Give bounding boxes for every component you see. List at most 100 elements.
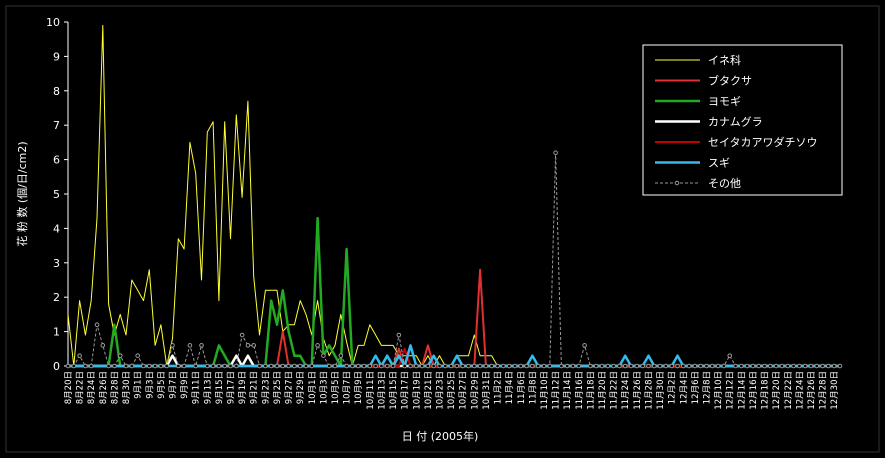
series-marker [727, 353, 733, 358]
series-marker [350, 363, 355, 369]
series-marker [274, 363, 280, 369]
y-tick-label: 4 [53, 222, 60, 235]
series-marker [245, 343, 251, 348]
x-tick-label: 10月17日 [401, 371, 411, 410]
series-marker [675, 363, 680, 369]
series-marker [518, 363, 524, 369]
x-tick-label: 12月20日 [772, 371, 782, 410]
x-tick-label: 8月22日 [76, 371, 86, 404]
x-tick-label: 10月15日 [389, 371, 399, 410]
x-tick-label: 8月20日 [64, 371, 74, 404]
series-marker [437, 363, 442, 369]
series-marker [361, 363, 367, 369]
series-marker [802, 363, 808, 369]
series-marker [826, 363, 831, 369]
series-marker [193, 363, 198, 369]
series-marker [100, 343, 106, 348]
x-tick-label: 11月14日 [563, 371, 573, 410]
series-marker [263, 363, 268, 369]
legend-label: スギ [708, 157, 730, 170]
x-tick-label: 12月22日 [784, 371, 794, 410]
legend-label: カナムグラ [708, 115, 763, 129]
y-tick-label: 0 [53, 360, 60, 373]
series-marker [698, 363, 703, 369]
series-marker [797, 363, 802, 369]
series-marker [779, 363, 785, 369]
series-marker [181, 363, 187, 369]
x-tick-label: 9月5日 [157, 371, 167, 399]
series-marker [472, 363, 477, 369]
x-tick-label: 10月5日 [331, 371, 341, 404]
series-marker [431, 363, 436, 369]
x-tick-label: 9月13日 [203, 371, 213, 404]
x-tick-label: 11月26日 [633, 371, 643, 410]
series-marker [65, 363, 71, 369]
series-marker [605, 363, 611, 369]
series-marker [640, 363, 645, 369]
x-tick-label: 11月2日 [494, 371, 504, 404]
series-marker [158, 363, 164, 369]
x-tick-label: 9月1日 [134, 371, 144, 399]
series-marker [83, 363, 88, 369]
legend-label: セイタカアワダチソウ [708, 135, 818, 149]
x-tick-label: 10月7日 [343, 371, 353, 404]
x-tick-label: 10月9日 [354, 371, 364, 404]
series-marker [622, 363, 628, 369]
series-marker [576, 363, 582, 369]
series-marker [112, 363, 117, 369]
series-marker [71, 363, 77, 369]
x-tick-label: 9月11日 [192, 371, 202, 404]
series-marker [146, 363, 152, 369]
series-marker [286, 363, 291, 369]
series-marker [483, 363, 489, 369]
series-marker [205, 363, 210, 369]
x-tick-label: 12月18日 [761, 371, 771, 410]
series-marker [831, 363, 837, 369]
x-tick-label: 10月1日 [308, 371, 318, 404]
series-marker [506, 363, 512, 369]
series-marker [379, 363, 384, 369]
legend [642, 44, 843, 196]
series-marker [408, 363, 413, 369]
y-tick-label: 3 [53, 257, 60, 270]
x-tick-label: 12月14日 [737, 371, 747, 410]
x-tick-label: 9月29日 [296, 371, 306, 404]
series-marker [570, 363, 576, 369]
x-tick-label: 8月24日 [87, 371, 97, 404]
series-marker [170, 343, 175, 348]
series-marker [251, 343, 257, 348]
series-marker [739, 363, 744, 369]
x-tick-label: 11月4日 [505, 371, 515, 404]
series-marker [332, 363, 338, 369]
series-marker [808, 363, 814, 369]
legend-label: ブタクサ [708, 74, 752, 88]
x-tick-label: 12月6日 [691, 371, 701, 404]
x-tick-label: 9月3日 [145, 371, 155, 399]
series-marker [564, 363, 570, 369]
series-marker [814, 363, 820, 369]
x-tick-label: 10月21日 [424, 371, 434, 410]
series-marker [489, 363, 495, 369]
series-marker [680, 363, 686, 369]
series-marker [553, 150, 558, 156]
series-marker [820, 363, 825, 369]
series-marker [791, 363, 796, 369]
series-marker [495, 363, 500, 369]
series-marker [187, 343, 193, 348]
x-tick-label: 11月20日 [598, 371, 608, 410]
series-marker [106, 363, 111, 369]
series-marker [704, 363, 709, 369]
x-tick-label: 10月23日 [435, 371, 445, 410]
series-marker [466, 363, 471, 369]
series-marker [390, 363, 396, 369]
x-tick-label: 11月6日 [517, 371, 527, 404]
x-tick-label: 10月27日 [459, 371, 469, 410]
series-marker [152, 363, 158, 369]
series-marker [117, 353, 123, 358]
series-marker [541, 363, 547, 369]
series-marker [663, 363, 669, 369]
y-tick-label: 9 [53, 50, 60, 63]
x-tick-label: 11月8日 [528, 371, 538, 404]
y-tick-label: 7 [53, 119, 60, 132]
series-marker [77, 353, 82, 358]
